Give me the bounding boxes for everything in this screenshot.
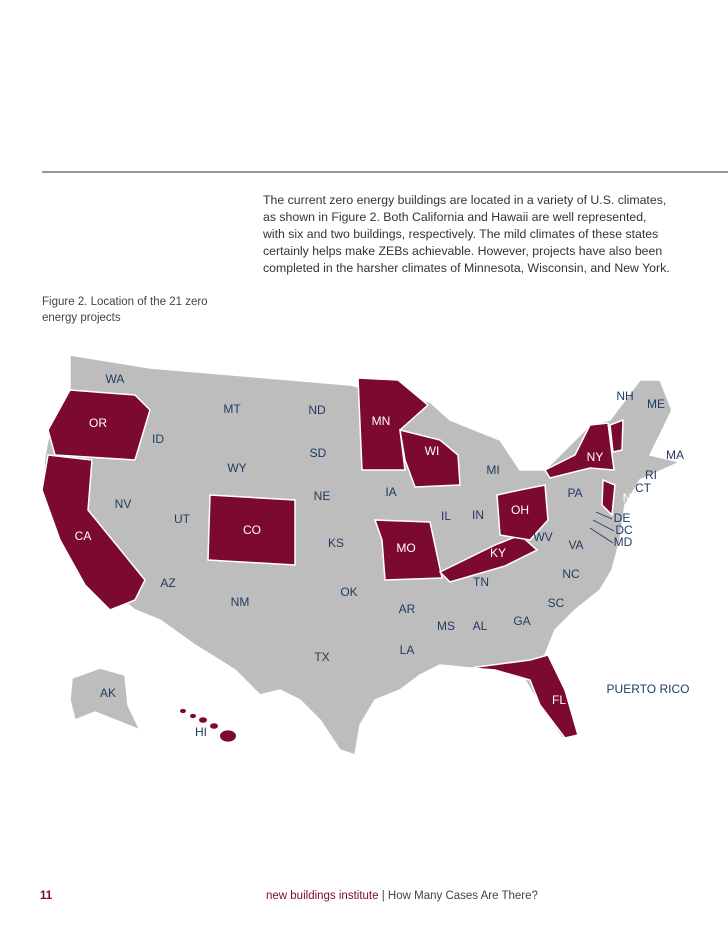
highlighted-state <box>373 519 443 581</box>
paragraph-line: The current zero energy buildings are lo… <box>263 193 667 207</box>
highlighted-state <box>543 422 615 479</box>
highlighted-state <box>609 418 624 453</box>
hawaii-island <box>190 713 196 719</box>
hawaii-island <box>210 723 218 729</box>
leader-line <box>595 511 613 520</box>
state-label: TN <box>473 575 489 589</box>
state-label: NM <box>231 595 250 609</box>
state-label: DE <box>614 511 631 525</box>
section: How Many Cases Are There? <box>387 890 538 902</box>
state-label: WI <box>425 444 440 458</box>
alaska <box>69 667 142 732</box>
state-label: OK <box>340 585 357 599</box>
state-label: NE <box>314 489 331 503</box>
caption-line: energy projects <box>42 312 121 324</box>
state-label: MS <box>437 619 455 633</box>
state-label: OR <box>89 416 107 430</box>
state-label: MD <box>614 535 633 549</box>
state-label: LA <box>400 643 415 657</box>
state-label: TX <box>314 650 329 664</box>
highlighted-state <box>601 478 616 517</box>
state-label: NJ <box>623 491 638 505</box>
state-label: ME <box>647 397 665 411</box>
state-label: SD <box>310 446 327 460</box>
state-label: OH <box>511 503 529 517</box>
highlighted-state <box>469 654 579 739</box>
state-label: WY <box>227 461 246 475</box>
state-label: ID <box>152 432 164 446</box>
publisher: new buildings institute <box>266 890 379 902</box>
state-label: AK <box>100 686 116 700</box>
state-label: IN <box>472 508 484 522</box>
hawaii-island <box>180 708 186 714</box>
state-label: SC <box>548 596 565 610</box>
state-label: WV <box>533 530 552 544</box>
state-label: CA <box>75 529 92 543</box>
state-label: NV <box>115 497 132 511</box>
state-label: KS <box>328 536 344 550</box>
state-label: AR <box>399 602 416 616</box>
paragraph-line: completed in the harsher climates of Min… <box>263 261 670 275</box>
state-label: VA <box>568 538 583 552</box>
hawaii-island <box>199 717 207 723</box>
state-label: CO <box>243 523 261 537</box>
paragraph-line: as shown in Figure 2. Both California an… <box>263 210 647 224</box>
state-label: GA <box>513 614 530 628</box>
state-label: CT <box>635 481 652 495</box>
state-label: RI <box>645 468 657 482</box>
us-outline <box>41 354 683 756</box>
state-label: MO <box>396 541 415 555</box>
state-label: NY <box>587 450 604 464</box>
paragraph: The current zero energy buildings are lo… <box>263 192 670 277</box>
leader-line <box>592 519 615 532</box>
caption-line: Figure 2. Location of the 21 zero <box>42 296 208 308</box>
state-label: DC <box>615 523 633 537</box>
hawaii-island <box>220 730 236 742</box>
state-label: PA <box>567 486 582 500</box>
highlighted-state <box>496 484 549 541</box>
state-label: IA <box>385 485 396 499</box>
state-label: MI <box>486 463 499 477</box>
state-label: KY <box>490 546 506 560</box>
state-label: IL <box>441 509 451 523</box>
footer-text: new buildings institute | How Many Cases… <box>266 890 538 902</box>
state-label: MT <box>223 402 241 416</box>
state-label: NC <box>562 567 580 581</box>
highlighted-state <box>399 428 461 488</box>
state-label: AZ <box>160 576 175 590</box>
state-label: AL <box>473 619 488 633</box>
state-label: HI <box>195 725 207 739</box>
paragraph-line: with six and two buildings, respectively… <box>263 227 659 241</box>
state-label: VT <box>600 403 616 417</box>
highlighted-state <box>438 534 539 583</box>
page-number: 11 <box>40 890 53 902</box>
state-label: MA <box>666 448 684 462</box>
state-label: MN <box>372 414 391 428</box>
state-label: NH <box>616 389 633 403</box>
state-label: FL <box>552 693 566 707</box>
highlighted-state <box>47 389 151 461</box>
state-label: WA <box>106 372 125 386</box>
figure-caption: Figure 2. Location of the 21 zero energy … <box>42 294 208 326</box>
leader-line <box>589 527 614 544</box>
state-label: UT <box>174 512 191 526</box>
highlighted-state <box>41 454 146 611</box>
paragraph-line: certainly helps make ZEBs achievable. Ho… <box>263 244 663 258</box>
highlighted-state <box>207 494 296 566</box>
state-label: ND <box>308 403 326 417</box>
separator: | <box>381 890 385 902</box>
state-label: PUERTO RICO <box>607 682 690 696</box>
